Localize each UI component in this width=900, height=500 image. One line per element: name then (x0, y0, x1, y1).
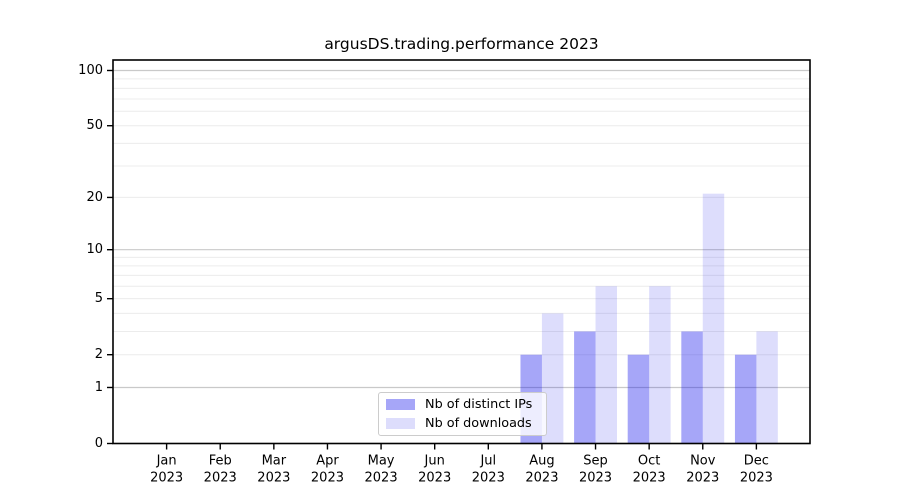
x-tick-label-year: 2023 (204, 471, 237, 486)
x-tick-label-year: 2023 (418, 471, 451, 486)
x-axis: Jan 2023 Feb 2023 Mar 2023 Apr 2023 May 2023 Jun 20… (150, 443, 773, 486)
y-tick-label: 50 (86, 118, 103, 133)
x-tick-label-year: 2023 (579, 471, 612, 486)
x-tick-label-year: 2023 (257, 471, 290, 486)
legend-entry-distinct-ips: Nb of distinct IPs (386, 397, 540, 412)
y-tick-label: 20 (86, 190, 103, 205)
bar-downloads (756, 331, 778, 444)
x-tick-label-month: Sep (583, 454, 608, 469)
y-tick-label: 1 (95, 380, 103, 395)
x-tick-label-month: Nov (690, 454, 716, 469)
chart-title: argusDS.trading.performance 2023 (324, 35, 599, 53)
legend-swatch-downloads (386, 418, 415, 429)
y-tick-label: 100 (78, 63, 103, 78)
x-tick-label-year: 2023 (311, 471, 344, 486)
bar-distinct-ips (734, 354, 757, 444)
y-tick-label: 0 (95, 436, 103, 451)
bar-downloads (702, 193, 725, 444)
x-tick-label-month: Oct (638, 454, 660, 469)
plot-border (112, 59, 811, 445)
x-tick-label-year: 2023 (365, 471, 398, 486)
legend-label-downloads: Nb of downloads (425, 416, 532, 431)
x-tick-label-month: Jan (156, 454, 177, 469)
legend: Nb of distinct IPs Nb of downloads (378, 392, 547, 436)
bar-distinct-ips (681, 331, 703, 444)
x-tick-label-year: 2023 (525, 471, 558, 486)
bars (520, 193, 778, 444)
legend-label-distinct-ips: Nb of distinct IPs (425, 397, 533, 412)
y-tick-label: 5 (95, 291, 103, 306)
legend-entry-downloads: Nb of downloads (386, 416, 540, 431)
x-tick-label-year: 2023 (740, 471, 773, 486)
gridlines (113, 69, 810, 389)
bar-distinct-ips (574, 331, 596, 444)
x-tick-label-month: Mar (262, 454, 287, 469)
x-tick-label-year: 2023 (686, 471, 719, 486)
x-tick-label-month: Jul (479, 454, 496, 469)
bar-downloads (595, 286, 617, 444)
x-tick-label-month: Dec (744, 454, 769, 469)
legend-swatch-distinct-ips (386, 399, 415, 410)
x-tick-label-year: 2023 (150, 471, 183, 486)
x-tick-label-month: Feb (209, 454, 232, 469)
x-tick-label-year: 2023 (472, 471, 505, 486)
x-tick-label-month: Apr (316, 454, 339, 469)
x-tick-label-month: Aug (529, 454, 554, 469)
y-axis: 0 1 2 5 10 20 50 100 (78, 63, 113, 451)
x-tick-label-month: Jun (424, 454, 445, 469)
x-tick-label-month: May (368, 454, 395, 469)
bar-distinct-ips (627, 354, 650, 444)
x-tick-label-year: 2023 (633, 471, 666, 486)
bar-downloads (649, 286, 671, 444)
bar-downloads (541, 313, 564, 444)
y-tick-label: 10 (86, 242, 103, 257)
y-tick-label: 2 (95, 347, 103, 362)
